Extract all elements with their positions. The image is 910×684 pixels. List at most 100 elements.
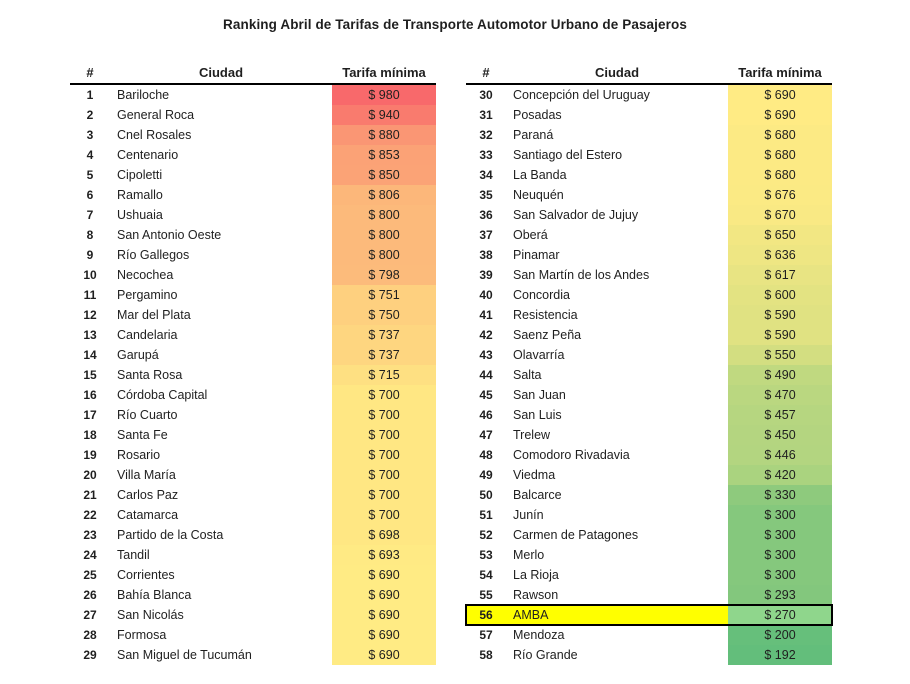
- rank-cell: 32: [479, 128, 493, 142]
- rank-cell: 30: [479, 88, 493, 102]
- rank-cell: 27: [83, 608, 97, 622]
- fare-cell: $ 300: [728, 565, 832, 585]
- table-row: 55 Rawson $ 293: [466, 585, 832, 605]
- rank-cell: 48: [479, 448, 493, 462]
- city-cell: Río Grande: [513, 648, 578, 662]
- fare-cell: $ 698: [332, 525, 436, 545]
- city-cell: San Nicolás: [117, 608, 184, 622]
- city-cell: Garupá: [117, 348, 159, 362]
- city-cell: General Roca: [117, 108, 195, 122]
- rank-cell: 40: [479, 288, 493, 302]
- fare-cell: $ 300: [728, 525, 832, 545]
- rank-cell: 10: [83, 268, 97, 282]
- table-row: 12 Mar del Plata $ 750: [70, 305, 436, 325]
- table-row: 20 Villa María $ 700: [70, 465, 436, 485]
- city-column-header: Ciudad: [506, 58, 728, 85]
- rank-cell: 47: [479, 428, 493, 442]
- table-row: 44 Salta $ 490: [466, 365, 832, 385]
- fare-cell: $ 806: [332, 185, 436, 205]
- table-row: 16 Córdoba Capital $ 700: [70, 385, 436, 405]
- fare-cell: $ 980: [332, 84, 436, 105]
- rank-cell: 19: [83, 448, 97, 462]
- table-row: 23 Partido de la Costa $ 698: [70, 525, 436, 545]
- fare-table-left: # Ciudad Tarifa mínima 1 Bariloche $ 980 2 G…: [70, 58, 436, 665]
- rank-cell: 9: [86, 248, 94, 262]
- city-cell: Concordia: [513, 288, 570, 302]
- table-row: 14 Garupá $ 737: [70, 345, 436, 365]
- table-row: 45 San Juan $ 470: [466, 385, 832, 405]
- city-cell: Merlo: [513, 548, 545, 562]
- city-cell: Concepción del Uruguay: [513, 88, 650, 102]
- city-cell: San Luis: [513, 408, 562, 422]
- city-cell: San Miguel de Tucumán: [117, 648, 252, 662]
- rank-cell: 53: [479, 548, 493, 562]
- city-cell: San Martín de los Andes: [513, 268, 650, 282]
- fare-cell: $ 600: [728, 285, 832, 305]
- fare-cell: $ 737: [332, 325, 436, 345]
- rank-cell: 23: [83, 528, 97, 542]
- rank-cell: 5: [86, 168, 94, 182]
- city-cell: Catamarca: [117, 508, 179, 522]
- rank-cell: 35: [479, 188, 493, 202]
- city-cell: Resistencia: [513, 308, 578, 322]
- fare-cell: $ 693: [332, 545, 436, 565]
- rank-cell: 49: [479, 468, 493, 482]
- city-cell: Candelaria: [117, 328, 178, 342]
- table-row: 29 San Miguel de Tucumán $ 690: [70, 645, 436, 665]
- fare-cell: $ 690: [332, 645, 436, 665]
- rank-cell: 43: [479, 348, 493, 362]
- table-row: 21 Carlos Paz $ 700: [70, 485, 436, 505]
- table-header-row: # Ciudad Tarifa mínima: [466, 58, 832, 85]
- fare-cell: $ 670: [728, 205, 832, 225]
- city-cell: Bariloche: [117, 88, 170, 102]
- fare-cell: $ 690: [332, 565, 436, 585]
- fare-cell: $ 700: [332, 385, 436, 405]
- city-cell: Formosa: [117, 628, 167, 642]
- fare-cell: $ 446: [728, 445, 832, 465]
- city-cell: Corrientes: [117, 568, 175, 582]
- city-cell: Mar del Plata: [117, 308, 191, 322]
- fare-cell: $ 300: [728, 505, 832, 525]
- fare-cell: $ 617: [728, 265, 832, 285]
- city-cell: San Juan: [513, 388, 566, 402]
- table-row-highlighted: 56 AMBA $ 270: [465, 604, 833, 626]
- table-row: 40 Concordia $ 600: [466, 285, 832, 305]
- city-cell: Carmen de Patagones: [513, 528, 639, 542]
- fare-cell: $ 800: [332, 245, 436, 265]
- city-cell: Paraná: [513, 128, 554, 142]
- fare-table-right: # Ciudad Tarifa mínima 30 Concepción del …: [465, 58, 833, 665]
- fare-cell: $ 676: [728, 185, 832, 205]
- rank-cell: 21: [83, 488, 97, 502]
- rank-cell: 42: [479, 328, 493, 342]
- fare-cell: $ 690: [332, 605, 436, 625]
- city-cell: Santa Rosa: [117, 368, 183, 382]
- table-row: 15 Santa Rosa $ 715: [70, 365, 436, 385]
- fare-cell: $ 550: [728, 345, 832, 365]
- rank-cell: 56: [466, 605, 506, 625]
- rank-cell: 20: [83, 468, 97, 482]
- fare-cell: $ 798: [332, 265, 436, 285]
- table-row: 25 Corrientes $ 690: [70, 565, 436, 585]
- rank-cell: 51: [479, 508, 493, 522]
- fare-cell: $ 751: [332, 285, 436, 305]
- city-cell: Cipoletti: [117, 168, 163, 182]
- fare-cell: $ 690: [332, 585, 436, 605]
- rank-cell: 6: [86, 188, 94, 202]
- table-row: 19 Rosario $ 700: [70, 445, 436, 465]
- table-row: 11 Pergamino $ 751: [70, 285, 436, 305]
- rank-cell: 12: [83, 308, 97, 322]
- fare-cell: $ 650: [728, 225, 832, 245]
- rank-cell: 14: [83, 348, 97, 362]
- fare-cell: $ 853: [332, 145, 436, 165]
- fare-cell: $ 680: [728, 165, 832, 185]
- city-cell: Río Cuarto: [117, 408, 178, 422]
- rank-cell: 13: [83, 328, 97, 342]
- table-row: 8 San Antonio Oeste $ 800: [70, 225, 436, 245]
- city-cell: Rosario: [117, 448, 161, 462]
- city-cell: Rawson: [513, 588, 559, 602]
- table-row: 49 Viedma $ 420: [466, 465, 832, 485]
- table-row: 26 Bahía Blanca $ 690: [70, 585, 436, 605]
- rank-column-header: #: [466, 58, 506, 85]
- table-row: 33 Santiago del Estero $ 680: [466, 145, 832, 165]
- fare-cell: $ 270: [728, 605, 832, 625]
